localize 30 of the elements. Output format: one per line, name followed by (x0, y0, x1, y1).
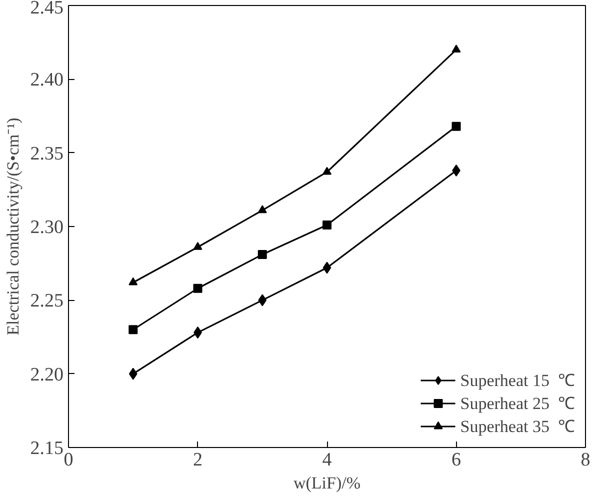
point (322, 166, 332, 175)
y-tick-label: 2.15 (30, 438, 64, 459)
x-tick-label: 4 (322, 450, 332, 470)
point (193, 242, 202, 250)
point (128, 325, 138, 334)
point (128, 277, 138, 286)
y-tick-label: 2.20 (30, 364, 64, 386)
point (258, 250, 267, 259)
y-tick-label: 2.40 (30, 70, 64, 91)
legend-label: Superheat 35 ℃ (460, 416, 575, 437)
point (258, 294, 267, 306)
point (193, 284, 202, 293)
y-tick-label: 2.30 (30, 217, 64, 238)
x-tick-label: 2 (193, 450, 202, 470)
legend-label: Superheat 25 ℃ (460, 393, 575, 414)
x-tick-label: 0 (64, 450, 74, 470)
x-axis-title: w(LiF)/% (293, 474, 361, 492)
y-tick-label: 2.35 (30, 143, 64, 164)
point (452, 122, 461, 131)
point (322, 262, 332, 274)
x-tick-label: 8 (580, 450, 590, 470)
point (322, 220, 332, 230)
point (452, 44, 461, 53)
point (128, 368, 138, 380)
y-tick-label: 2.45 (30, 0, 64, 18)
legend-label: Superheat 15 ℃ (460, 370, 575, 391)
point (258, 205, 267, 214)
y-axis-title: Electrical conductivity/(S•cm⁻¹) (3, 118, 22, 336)
x-tick-label: 6 (452, 450, 461, 470)
y-tick-label: 2.25 (30, 290, 64, 312)
